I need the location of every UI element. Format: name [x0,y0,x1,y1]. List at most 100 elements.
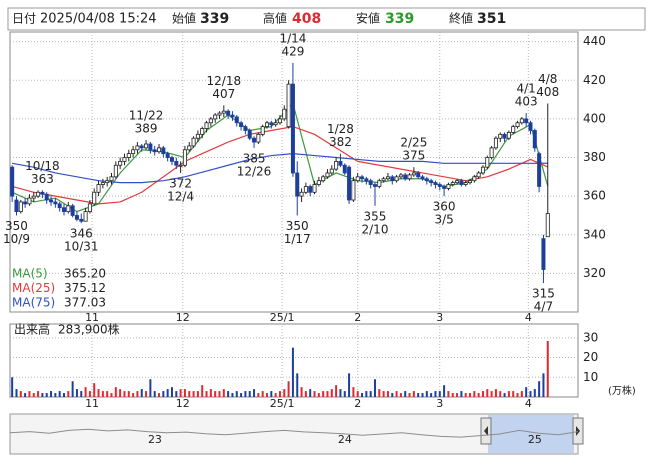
volume-bar [512,391,515,397]
volume-latest: 283,900株 [58,322,120,337]
candle-body [519,118,524,124]
candle-body [377,180,382,187]
candle-body [532,130,537,149]
volume-bar [75,389,78,397]
volume-bar [447,391,450,397]
candle-body [243,126,248,131]
volume-bar [309,389,312,397]
candle-body [247,130,252,139]
candle-body [23,201,28,205]
annotation-date: 10/31 [64,240,99,254]
candle-body [368,180,373,185]
volume-title: 出来高 [14,322,50,337]
volume-bar [373,379,376,397]
candle-body [217,112,222,116]
volume-bar [123,391,126,397]
candle-body [161,147,166,155]
annotation-date: 12/4 [167,189,194,203]
candle-body [61,207,66,212]
volume-bar [227,391,230,397]
high-value: 408 [292,11,321,27]
candle-body [420,176,425,180]
candle-body [152,149,157,153]
volume-bar [218,391,221,397]
navigator-line [9,428,579,438]
volume-bar [507,391,510,397]
candle-body [204,122,209,129]
volume-bar [391,393,394,397]
volume-bar [520,391,523,397]
volume-bar [469,393,472,397]
legend-name: MA(5) [12,267,48,281]
navigator-label: 24 [338,433,352,446]
volume-bar [41,393,44,397]
candle-body [541,238,546,270]
candle-body [260,126,265,135]
volume-bar [395,391,398,397]
candle-body [174,160,179,166]
candle-body [450,182,455,185]
y-tick-label: 360 [583,189,606,203]
candle-body [506,132,511,139]
y-tick-label: 320 [583,266,606,280]
annotation-date: 4/7 [534,300,553,314]
candle-body [273,122,278,126]
candle-body [282,108,287,120]
candle-body [40,191,45,195]
candle-body [316,180,321,185]
volume-bar [304,391,307,397]
volume-bar [170,387,173,397]
volume-bar [296,373,299,397]
y-tick-label: 440 [583,34,606,48]
volume-panel [9,323,579,398]
volume-bar [188,391,191,397]
candle-body [290,83,295,174]
annotation-date: 10/9 [3,232,30,246]
annotation-date: 4/8 [538,72,557,86]
volume-bar [192,391,195,397]
volume-bar [477,393,480,397]
volume-tick-label: 10 [583,370,598,384]
volume-bar [179,389,182,397]
annotation-value: 363 [31,172,54,186]
volume-bar [196,391,199,397]
candle-body [493,137,498,149]
volume-bar [19,391,22,397]
open-value: 339 [200,11,229,27]
volume-bar [106,391,109,397]
legend-name: MA(25) [12,281,55,295]
annotation-date: 1/28 [327,122,354,136]
volume-bar [80,391,83,397]
candle-body [226,110,231,116]
volume-bar [132,393,135,397]
volume-bar [339,389,342,397]
candle-body [407,174,412,180]
candle-body [308,186,313,193]
candle-body [424,178,429,182]
volume-bar [335,385,338,397]
navigator-label: 25 [528,433,542,446]
volume-bar [153,391,156,397]
volume-bar [352,387,355,397]
close-label: 終値 [449,11,473,26]
annotation-value: 350 [286,219,309,233]
candle-body [14,199,19,212]
candle-body [277,118,282,124]
volume-bar [408,393,411,397]
volume-bar [529,391,532,397]
volume-bar [356,391,359,397]
volume-bar [11,377,14,397]
volume-bar [114,387,117,397]
candle-body [334,160,339,170]
annotation-value: 350 [5,219,28,233]
low-label: 安値 [356,11,380,26]
candle-body [537,153,542,187]
volume-bar [525,387,528,397]
candle-body [187,145,192,151]
candle-body [87,203,92,212]
candle-body [463,182,468,185]
candle-body [325,172,330,178]
header-bar [7,7,646,31]
volume-bar [317,393,320,397]
candle-body [191,137,196,147]
